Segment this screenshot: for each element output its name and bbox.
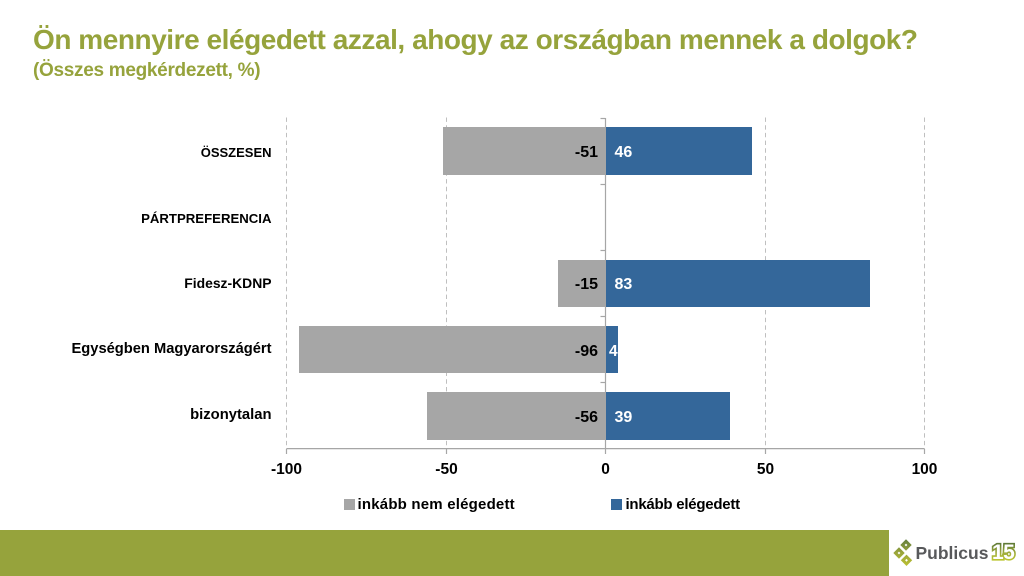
svg-text:15: 15 (992, 541, 1015, 564)
svg-text:Publicus: Publicus (916, 543, 989, 563)
